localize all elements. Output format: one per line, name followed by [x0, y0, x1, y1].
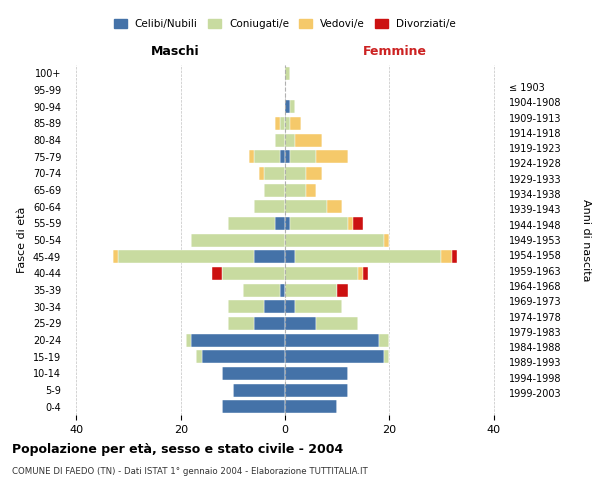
Bar: [379, 334, 389, 346]
Bar: [280, 117, 285, 130]
Bar: [316, 317, 358, 330]
Bar: [285, 167, 306, 180]
Bar: [254, 200, 285, 213]
Bar: [285, 400, 337, 413]
Bar: [275, 217, 285, 230]
Y-axis label: Anni di nascita: Anni di nascita: [581, 198, 591, 281]
Bar: [442, 250, 452, 263]
Bar: [243, 284, 280, 296]
Bar: [285, 384, 347, 396]
Text: COMUNE DI FAEDO (TN) - Dati ISTAT 1° gennaio 2004 - Elaborazione TUTTITALIA.IT: COMUNE DI FAEDO (TN) - Dati ISTAT 1° gen…: [12, 468, 368, 476]
Bar: [295, 250, 442, 263]
Bar: [118, 250, 254, 263]
Bar: [264, 300, 285, 313]
Bar: [290, 100, 295, 113]
Bar: [452, 250, 457, 263]
Bar: [384, 350, 389, 363]
Bar: [254, 150, 280, 163]
Bar: [223, 400, 285, 413]
Bar: [306, 184, 316, 196]
Bar: [285, 267, 358, 280]
Text: Femmine: Femmine: [362, 46, 427, 59]
Bar: [227, 317, 254, 330]
Bar: [202, 350, 285, 363]
Bar: [259, 167, 264, 180]
Bar: [285, 234, 384, 246]
Bar: [285, 67, 290, 80]
Bar: [285, 350, 384, 363]
Bar: [285, 200, 327, 213]
Bar: [186, 334, 191, 346]
Bar: [337, 284, 347, 296]
Bar: [285, 100, 290, 113]
Bar: [290, 217, 347, 230]
Bar: [285, 250, 295, 263]
Bar: [280, 150, 285, 163]
Bar: [327, 200, 343, 213]
Bar: [316, 150, 347, 163]
Bar: [275, 117, 280, 130]
Legend: Celibi/Nubili, Coniugati/e, Vedovi/e, Divorziati/e: Celibi/Nubili, Coniugati/e, Vedovi/e, Di…: [110, 15, 460, 34]
Bar: [280, 284, 285, 296]
Bar: [254, 250, 285, 263]
Bar: [384, 234, 389, 246]
Bar: [264, 184, 285, 196]
Bar: [233, 384, 285, 396]
Bar: [191, 234, 285, 246]
Bar: [275, 134, 285, 146]
Text: Maschi: Maschi: [151, 46, 200, 59]
Bar: [191, 334, 285, 346]
Bar: [285, 217, 290, 230]
Bar: [285, 117, 290, 130]
Bar: [306, 167, 322, 180]
Bar: [285, 367, 347, 380]
Text: Popolazione per età, sesso e stato civile - 2004: Popolazione per età, sesso e stato civil…: [12, 442, 343, 456]
Bar: [196, 350, 202, 363]
Bar: [113, 250, 118, 263]
Bar: [285, 284, 337, 296]
Bar: [353, 217, 363, 230]
Bar: [248, 150, 254, 163]
Bar: [285, 184, 306, 196]
Bar: [285, 300, 295, 313]
Bar: [223, 367, 285, 380]
Bar: [264, 167, 285, 180]
Bar: [295, 300, 343, 313]
Bar: [295, 134, 322, 146]
Bar: [285, 317, 316, 330]
Bar: [285, 150, 290, 163]
Bar: [227, 217, 275, 230]
Y-axis label: Fasce di età: Fasce di età: [17, 207, 27, 273]
Bar: [285, 134, 295, 146]
Bar: [290, 150, 316, 163]
Bar: [227, 300, 264, 313]
Bar: [358, 267, 363, 280]
Bar: [254, 317, 285, 330]
Bar: [285, 334, 379, 346]
Bar: [363, 267, 368, 280]
Bar: [212, 267, 223, 280]
Bar: [223, 267, 285, 280]
Bar: [290, 117, 301, 130]
Bar: [347, 217, 353, 230]
